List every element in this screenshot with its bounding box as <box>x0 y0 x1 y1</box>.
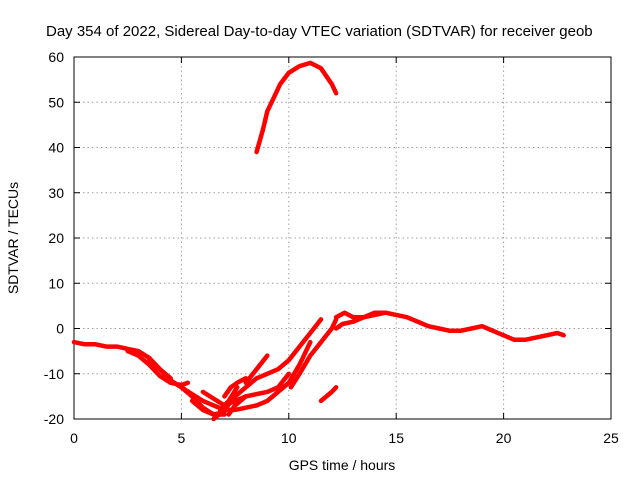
y-tick-label: 20 <box>48 230 64 246</box>
x-tick-label: 25 <box>603 430 619 446</box>
series-line-arc-h <box>222 376 249 399</box>
y-tick-label: -20 <box>44 411 64 427</box>
series-line-arc-l <box>288 317 339 390</box>
y-tick-label: 50 <box>48 94 64 110</box>
x-tick-label: 0 <box>70 430 78 446</box>
y-tick-label: 0 <box>56 321 64 337</box>
series-line-arc-c <box>179 339 313 413</box>
y-tick-label: 40 <box>48 140 64 156</box>
axis-ticks: 0 5 10 15 20 25 -20 -10 0 10 20 30 40 50 60 <box>44 49 619 446</box>
x-tick-label: 10 <box>281 430 297 446</box>
x-axis-label: GPS time / hours <box>289 457 396 473</box>
series-line-arc-d <box>146 357 173 381</box>
series-line-arc-n <box>254 60 339 155</box>
y-tick-label: 30 <box>48 185 64 201</box>
y-tick-label: 10 <box>48 275 64 291</box>
y-axis-label: SDTVAR / TECUs <box>5 182 21 294</box>
y-tick-label: -10 <box>44 366 64 382</box>
series-line-arc-k <box>217 385 240 413</box>
x-tick-label: 15 <box>388 430 404 446</box>
chart-title: Day 354 of 2022, Sidereal Day-to-day VTE… <box>46 23 593 40</box>
series-group <box>71 60 566 422</box>
series-line-arc-m <box>318 385 339 404</box>
x-tick-label: 20 <box>496 430 512 446</box>
series-line-arc-p <box>333 310 388 320</box>
series-line-arc-g <box>211 317 324 422</box>
series-line-arc-j <box>226 394 249 417</box>
series-line-arc-i <box>243 353 270 386</box>
y-tick-label: 60 <box>48 49 64 65</box>
series-line-arc-main <box>71 339 227 417</box>
x-tick-label: 5 <box>178 430 186 446</box>
